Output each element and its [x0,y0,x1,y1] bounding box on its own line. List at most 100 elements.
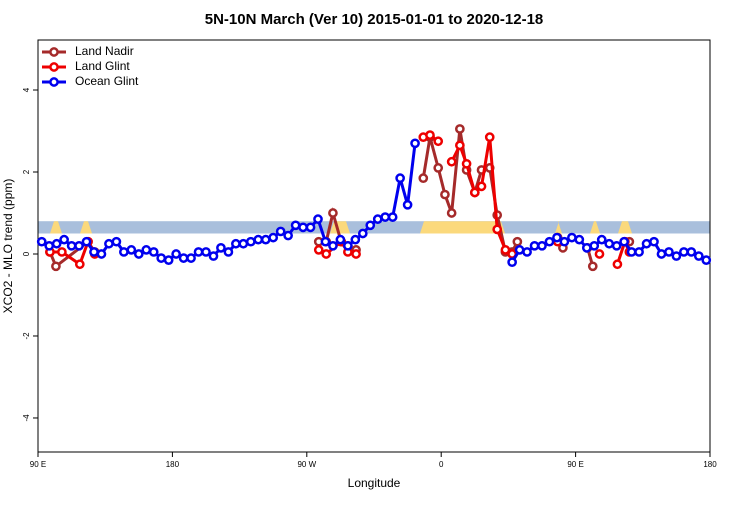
data-point [446,156,457,167]
plot-frame [37,39,711,453]
data-point [328,240,338,251]
data-point [253,234,264,245]
y-tick-label: 4 [22,87,31,92]
data-point [231,238,241,249]
data-point [74,240,84,251]
data-point [649,236,659,247]
x-tick-label: 180 [703,460,717,469]
y-tick-label: 2 [22,169,31,174]
data-point [671,251,682,261]
data-point [514,245,525,255]
land-patch [50,221,62,234]
data-point [634,247,644,257]
data-point [148,247,159,257]
data-point [365,220,376,231]
data-point [178,253,189,263]
data-point [193,247,204,257]
data-point [469,187,480,198]
data-point [425,130,435,140]
data-point [567,232,577,243]
y-tick-label: -4 [22,414,31,422]
data-point [574,234,585,245]
data-point [238,238,249,249]
data-point [216,242,226,253]
data-point [612,259,623,270]
data-point [328,208,338,218]
data-point [500,245,511,255]
data-point [51,238,62,249]
data-point [163,255,174,265]
data-point [320,236,331,247]
data-point [693,251,704,261]
data-point [476,181,487,192]
data-point [402,199,413,210]
data-point [305,222,316,233]
x-axis-label: Longitude [348,476,401,490]
x-tick-label: 90 E [30,460,46,469]
data-point [492,224,503,235]
x-tick-label: 0 [439,460,444,469]
data-point [559,236,570,247]
data-point [335,234,346,245]
land-patch [420,221,505,234]
y-axis-label: XCO2 - MLO trend (ppm) [1,179,15,314]
data-point [701,255,712,265]
data-point [36,236,47,247]
x-tick-label: 180 [166,460,180,469]
data-point [589,240,600,251]
land-patch [555,221,562,234]
chart-title: 5N-10N March (Ver 10) 2015-01-01 to 2020… [205,11,544,28]
y-tick-label: -2 [22,332,31,340]
data-point [133,249,144,259]
legend-marker [49,47,59,57]
data-point [268,232,279,243]
data-point [119,247,129,257]
legend-label: Land Nadir [75,44,134,58]
data-point [44,240,55,251]
data-point [171,249,181,259]
data-point [641,238,652,249]
data-point [410,138,420,149]
data-point [619,236,629,247]
data-point [395,173,405,184]
data-point [245,236,256,247]
data-point [581,242,592,253]
data-point [529,240,540,251]
data-point [357,228,368,239]
legend-marker [49,77,59,87]
data-point [96,249,107,259]
y-tick-label: 0 [22,251,31,256]
data-point [313,214,323,224]
data-point [604,238,615,249]
data-point [484,132,495,143]
x-tick-label: 90 E [567,460,583,469]
data-point [343,240,353,251]
data-point [433,136,444,147]
data-point [537,240,547,251]
data-point [275,226,286,237]
data-point [283,230,293,241]
data-point [57,247,67,257]
legend-label: Land Glint [75,59,130,73]
data-point [372,214,383,224]
data-point [89,247,99,257]
data-point [522,247,532,257]
land-patch [618,221,632,234]
data-point [455,140,465,151]
data-point [656,249,667,259]
data-point [321,249,332,259]
data-point [74,259,85,270]
x-tick-label: 90 W [297,460,316,469]
data-point [446,208,457,218]
legend-label: Ocean Glint [75,74,139,88]
data-point [552,232,562,243]
data-point [156,253,167,263]
data-point [507,257,517,268]
data-point [104,238,114,249]
data-point [679,247,689,257]
data-point [51,261,61,272]
data-point [440,189,450,200]
data-point [81,236,92,247]
data-point [290,220,301,231]
data-point [208,251,219,261]
